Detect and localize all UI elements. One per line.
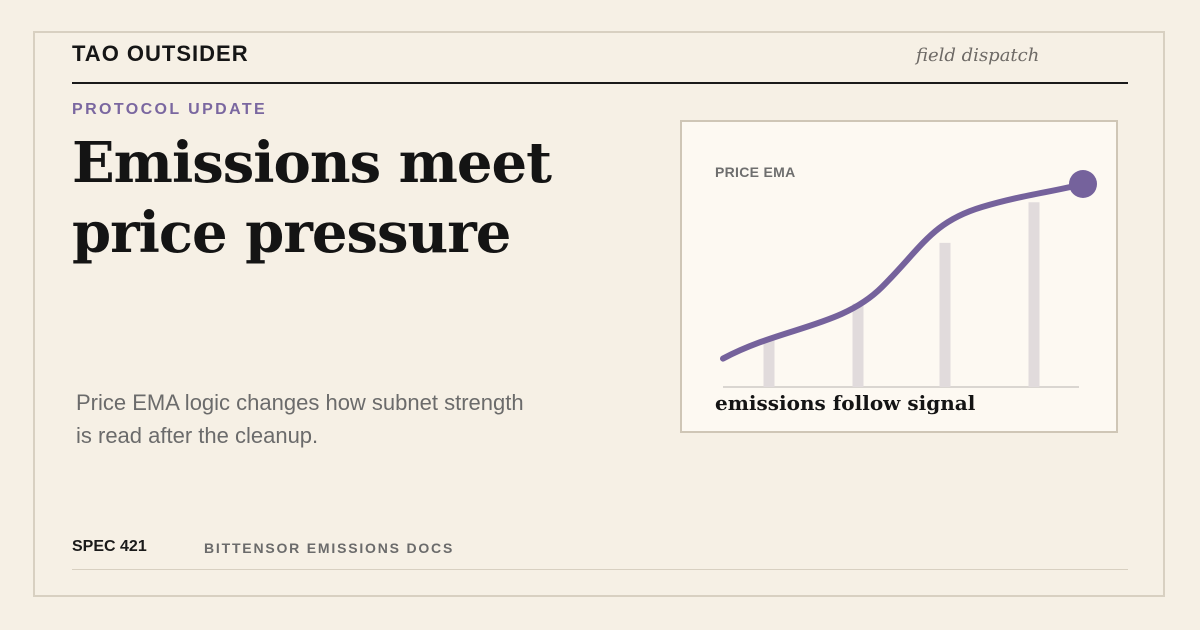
tagline: field dispatch [916, 45, 1040, 66]
source-label: BITTENSOR EMISSIONS DOCS [204, 540, 455, 556]
deck-line: Price EMA logic changes how subnet stren… [76, 390, 524, 415]
price-ema-line [720, 181, 1086, 362]
brand-title: TAO OUTSIDER [72, 41, 249, 66]
kicker: PROTOCOL UPDATE [72, 101, 268, 118]
emission-bar [1028, 202, 1040, 387]
emission-bar [939, 242, 951, 387]
card-frame [33, 31, 1165, 597]
price-ema-chart [720, 170, 1097, 388]
headline-line: Emissions meet [72, 130, 552, 196]
spec-number: SPEC 421 [72, 538, 147, 555]
chart-label: PRICE EMA [715, 164, 796, 180]
chart-caption: emissions follow signal [715, 391, 976, 415]
deck-text: Price EMA logic changes how subnet stren… [76, 386, 596, 452]
deck-line: is read after the cleanup. [76, 423, 319, 448]
top-divider [72, 82, 1128, 84]
headline: Emissions meet price pressure [72, 128, 652, 268]
chart-card: PRICE EMA emissions follow signal [680, 120, 1118, 433]
emission-bar [852, 303, 864, 387]
emission-bar [763, 338, 775, 387]
headline-line: price pressure [72, 200, 511, 266]
ema-endpoint-marker [1069, 170, 1097, 198]
bottom-divider [72, 569, 1128, 570]
